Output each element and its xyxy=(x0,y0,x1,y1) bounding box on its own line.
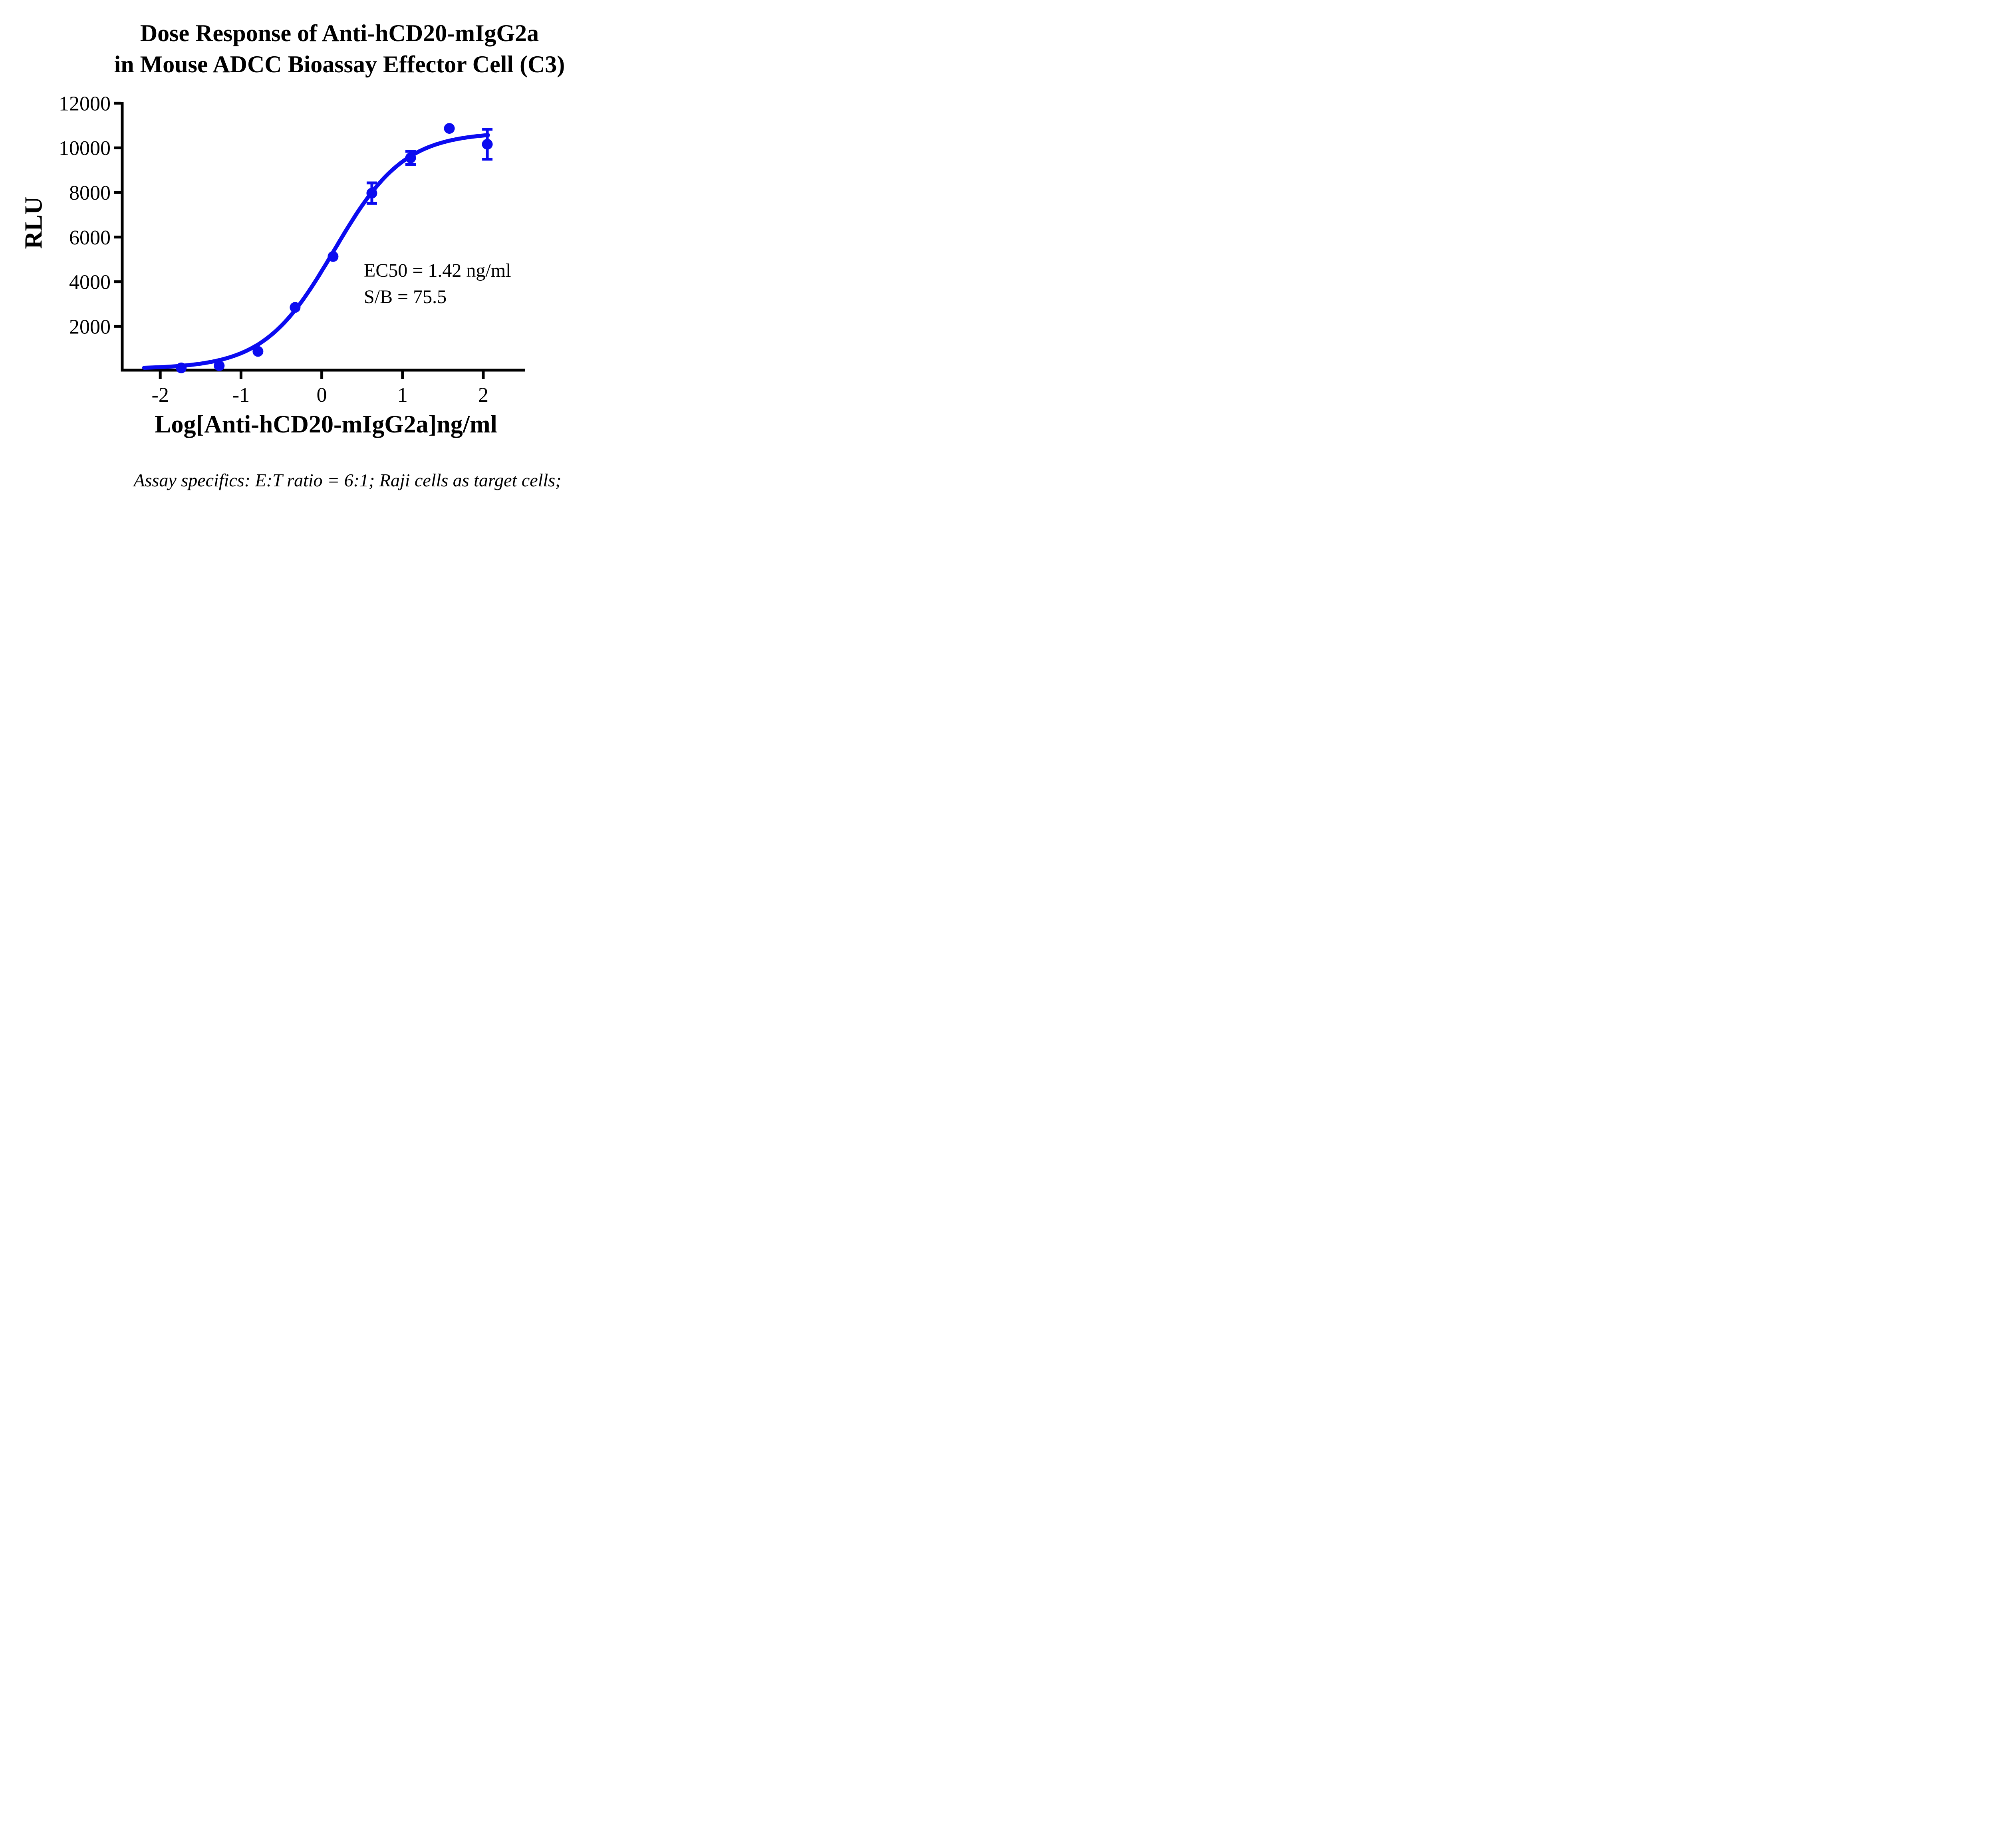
chart-title: Dose Response of Anti-hCD20-mIgG2a in Mo… xyxy=(88,18,591,80)
x-tick-label: -1 xyxy=(232,384,250,406)
data-point-marker xyxy=(214,360,225,371)
data-point-marker xyxy=(405,152,416,163)
chart-title-line1: Dose Response of Anti-hCD20-mIgG2a xyxy=(140,20,539,46)
data-point-marker xyxy=(290,302,301,313)
fit-curve xyxy=(142,133,490,370)
y-tick-label: 8000 xyxy=(69,182,111,204)
y-tick-label: 2000 xyxy=(69,315,111,338)
x-tick-label: 0 xyxy=(317,384,327,406)
x-axis-title: Log[Anti-hCD20-mIgG2a]ng/ml xyxy=(155,411,497,438)
figure: Dose Response of Anti-hCD20-mIgG2a in Mo… xyxy=(0,0,627,514)
data-point-marker xyxy=(328,251,339,262)
ec50-value: EC50 = 1.42 ng/ml xyxy=(364,260,511,281)
y-tick-label: 4000 xyxy=(69,271,111,294)
data-point-marker xyxy=(482,139,493,150)
data-point-marker xyxy=(252,346,264,357)
y-axis-title: RLU xyxy=(20,196,48,249)
signal-to-background-value: S/B = 75.5 xyxy=(364,286,447,307)
x-tick-label: 1 xyxy=(397,384,408,406)
y-tick-label: 12000 xyxy=(59,92,111,115)
data-point-marker xyxy=(176,362,187,373)
data-point-marker xyxy=(444,123,455,134)
fit-results-annotation: EC50 = 1.42 ng/ml S/B = 75.5 xyxy=(364,258,511,310)
chart-title-line2: in Mouse ADCC Bioassay Effector Cell (C3… xyxy=(114,51,565,77)
data-point-marker xyxy=(366,188,377,199)
y-tick-label: 10000 xyxy=(59,137,111,160)
x-tick-label: 2 xyxy=(478,384,488,406)
dose-response-chart: 2000 4000 6000 8000 10000 12000 -2 -1 0 1 2 xyxy=(59,92,525,406)
x-tick-label: -2 xyxy=(152,384,169,406)
assay-footnote: Assay specifics: E:T ratio = 6:1; Raji c… xyxy=(133,470,562,490)
y-tick-label: 6000 xyxy=(69,226,111,249)
